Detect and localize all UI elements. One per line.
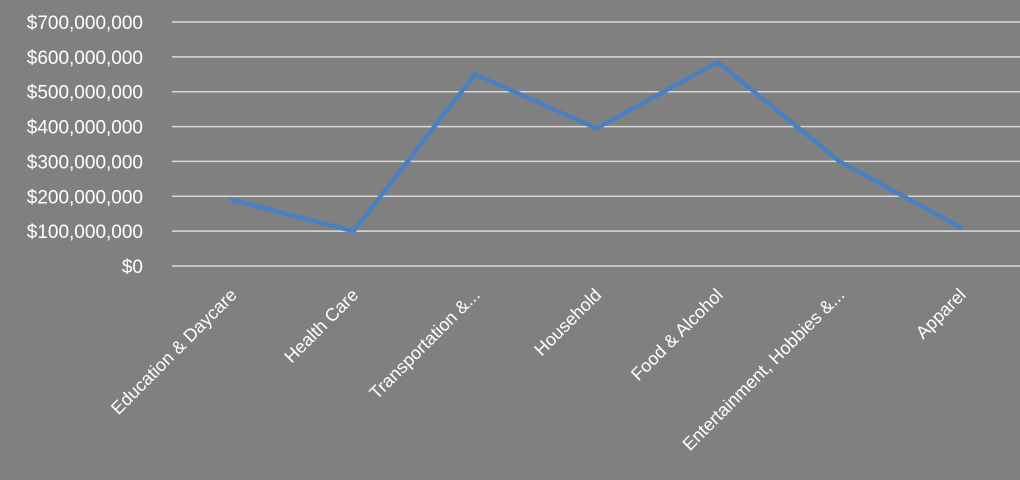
y-tick-label: $200,000,000 [27,187,143,208]
y-axis-tick-labels: $0 $100,000,000 $200,000,000 $300,000,000 $4… [27,13,143,278]
data-point [594,126,599,131]
y-tick-label: $100,000,000 [27,222,143,243]
data-point [351,229,356,234]
data-point [837,159,842,164]
y-tick-label: $700,000,000 [27,13,143,34]
y-tick-label: $300,000,000 [27,152,143,173]
y-tick-label: $500,000,000 [27,83,143,104]
y-tick-label: $600,000,000 [27,48,143,69]
data-point [959,225,963,230]
series-lines [229,59,964,234]
y-tick-label: $0 [122,257,143,278]
data-point [716,60,720,65]
data-point [473,72,477,77]
data-point [230,197,234,202]
y-tick-label: $400,000,000 [27,118,143,139]
